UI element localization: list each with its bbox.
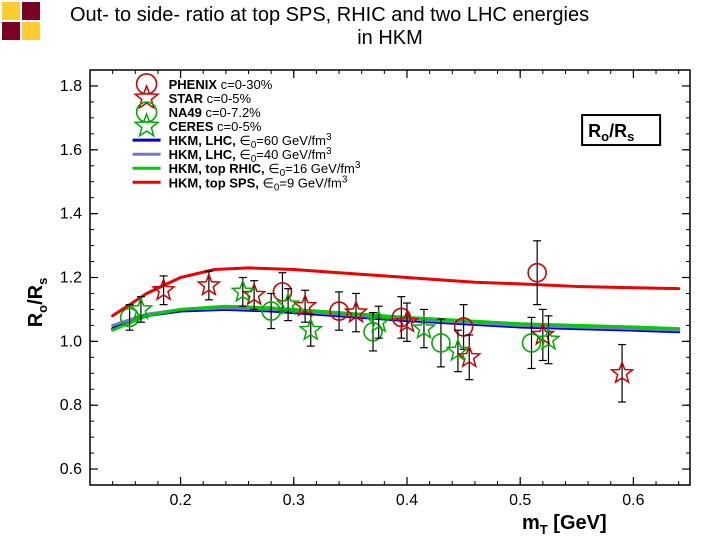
svg-text:1.0: 1.0 [60, 333, 82, 350]
svg-text:0.6: 0.6 [622, 492, 644, 509]
svg-text:mT [GeV]: mT [GeV] [522, 512, 607, 537]
svg-text:PHENIX c=0-30%: PHENIX c=0-30% [169, 77, 273, 92]
svg-text:NA49 c=0-7.2%: NA49 c=0-7.2% [169, 105, 262, 120]
chart-svg: 0.2 0.3 0.4 0.5 0.6 0.6 0.8 1.0 1.2 1.4 1.6 1.8 mT [… [20, 60, 710, 540]
svg-text:1.6: 1.6 [60, 142, 82, 159]
svg-text:0.2: 0.2 [169, 492, 191, 509]
svg-text:CERES c=0-5%: CERES c=0-5% [169, 119, 262, 134]
svg-text:0.3: 0.3 [283, 492, 305, 509]
svg-text:Ro/Rs: Ro/Rs [25, 278, 50, 328]
title-line-2: in HKM [70, 27, 710, 50]
chart-container: 0.2 0.3 0.4 0.5 0.6 0.6 0.8 1.0 1.2 1.4 1.6 1.8 mT [… [20, 60, 710, 540]
svg-text:1.4: 1.4 [60, 206, 82, 223]
slide-title: Out- to side- ratio at top SPS, RHIC and… [70, 4, 710, 50]
title-bar: Out- to side- ratio at top SPS, RHIC and… [0, 0, 720, 58]
svg-text:0.8: 0.8 [60, 397, 82, 414]
svg-text:1.2: 1.2 [60, 270, 82, 287]
slide-logo [2, 2, 40, 40]
svg-text:0.4: 0.4 [396, 492, 418, 509]
title-line-1: Out- to side- ratio at top SPS, RHIC and… [70, 4, 589, 26]
svg-text:0.6: 0.6 [60, 461, 82, 478]
svg-text:STAR c=0-5%: STAR c=0-5% [169, 91, 252, 106]
svg-text:1.8: 1.8 [60, 78, 82, 95]
svg-text:0.5: 0.5 [509, 492, 531, 509]
